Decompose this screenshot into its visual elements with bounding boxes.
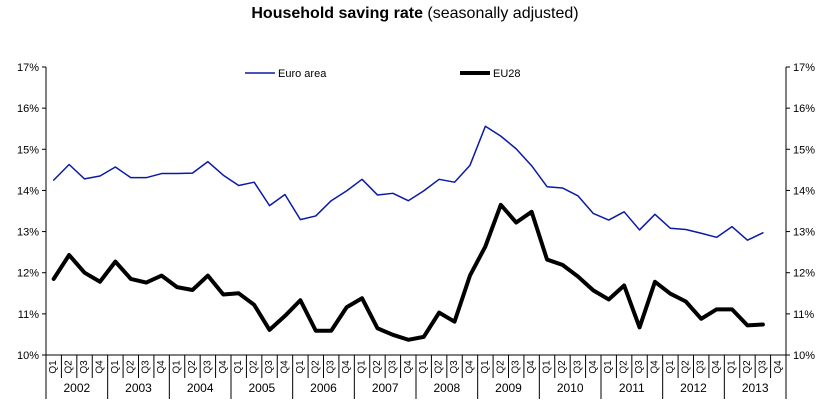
- legend-label-euro-area: Euro area: [278, 68, 327, 80]
- quarter-label: Q1: [48, 360, 59, 374]
- quarter-label: Q2: [495, 360, 506, 374]
- year-label-2012: 2012: [680, 381, 707, 395]
- quarter-label: Q4: [464, 360, 475, 374]
- chart-title: Household saving rate (seasonally adjust…: [251, 5, 578, 22]
- quarter-label: Q4: [773, 360, 784, 374]
- quarter-label: Q4: [403, 360, 414, 374]
- chart-title-bold: Household saving rate: [251, 5, 423, 22]
- quarter-label: Q4: [94, 360, 105, 374]
- year-label-2003: 2003: [125, 381, 152, 395]
- quarter-label: Q3: [387, 360, 398, 374]
- quarter-label: Q2: [372, 360, 383, 374]
- quarter-label: Q1: [110, 360, 121, 374]
- quarter-label: Q3: [511, 360, 522, 374]
- quarter-label: Q1: [172, 360, 183, 374]
- year-label-2009: 2009: [495, 381, 522, 395]
- quarter-label: Q3: [757, 360, 768, 374]
- series-line-euro-area: [52, 125, 764, 241]
- y-tick-label-left: 17%: [17, 62, 39, 74]
- year-label-2007: 2007: [372, 381, 399, 395]
- quarter-label: Q2: [249, 360, 260, 374]
- y-tick-label-left: 15%: [17, 144, 39, 156]
- quarter-label: Q3: [572, 360, 583, 374]
- year-label-2005: 2005: [248, 381, 275, 395]
- y-tick-label-right: 15%: [793, 144, 815, 156]
- y-ticks: 10% 10% 11% 11% 12% 12% 13% 13% 14% 14% 15% 15% 16% 1…: [17, 62, 815, 362]
- quarter-label: Q1: [727, 360, 738, 374]
- year-label-2002: 2002: [63, 381, 90, 395]
- y-tick-label-right: 14%: [793, 185, 815, 197]
- quarter-label: Q1: [233, 360, 244, 374]
- quarter-label: Q3: [449, 360, 460, 374]
- y-tick-label-left: 13%: [17, 227, 39, 239]
- quarter-label: Q4: [279, 360, 290, 374]
- quarter-label: Q2: [125, 360, 136, 374]
- y-tick-label-left: 16%: [17, 103, 39, 115]
- quarter-label: Q1: [357, 360, 368, 374]
- quarter-label: Q4: [711, 360, 722, 374]
- quarter-label: Q4: [526, 360, 537, 374]
- quarter-label: Q1: [603, 360, 614, 374]
- quarter-label: Q2: [680, 360, 691, 374]
- quarter-label: Q2: [310, 360, 321, 374]
- quarter-label: Q3: [141, 360, 152, 374]
- quarter-label: Q3: [696, 360, 707, 374]
- year-label-2008: 2008: [433, 381, 460, 395]
- quarter-label: Q2: [619, 360, 630, 374]
- y-tick-label-left: 12%: [17, 268, 39, 280]
- series-group: [51, 125, 765, 342]
- quarter-label: Q4: [341, 360, 352, 374]
- quarter-label: Q4: [218, 360, 229, 374]
- y-tick-label-right: 16%: [793, 103, 815, 115]
- legend: Euro area EU28: [245, 68, 521, 80]
- quarter-label: Q2: [64, 360, 75, 374]
- x-labels: Q1 Q2 Q3 Q4 Q1 Q2 Q3 Q4 Q1 Q2 Q3 Q4 Q1 Q2 Q3 Q4 Q1 Q2 Q3 Q4…: [45, 355, 787, 399]
- y-tick-label-right: 17%: [793, 62, 815, 74]
- y-tick-label-right: 12%: [793, 268, 815, 280]
- axes: [45, 67, 787, 356]
- quarter-label: Q2: [434, 360, 445, 374]
- y-tick-label-right: 11%: [793, 309, 814, 321]
- quarter-label: Q1: [480, 360, 491, 374]
- quarter-label: Q3: [634, 360, 645, 374]
- year-label-2004: 2004: [187, 381, 214, 395]
- year-label-2011: 2011: [619, 381, 645, 395]
- quarter-label: Q4: [588, 360, 599, 374]
- chart-title-rest: (seasonally adjusted): [423, 5, 579, 22]
- quarter-label: Q3: [326, 360, 337, 374]
- quarter-label: Q1: [295, 360, 306, 374]
- y-tick-label-left: 11%: [18, 309, 39, 321]
- quarter-label: Q2: [187, 360, 198, 374]
- year-label-2013: 2013: [742, 381, 769, 395]
- quarter-label: Q2: [557, 360, 568, 374]
- year-label-2006: 2006: [310, 381, 337, 395]
- quarter-label: Q2: [742, 360, 753, 374]
- y-tick-label-right: 13%: [793, 227, 815, 239]
- series-line-eu28: [51, 202, 765, 342]
- y-tick-label-right: 10%: [793, 350, 815, 362]
- y-tick-label-left: 10%: [17, 350, 39, 362]
- quarter-label: Q1: [418, 360, 429, 374]
- quarter-label: Q3: [202, 360, 213, 374]
- y-tick-label-left: 14%: [17, 185, 39, 197]
- quarter-label: Q4: [649, 360, 660, 374]
- quarter-label: Q1: [542, 360, 553, 374]
- quarter-label: Q3: [264, 360, 275, 374]
- legend-label-eu28: EU28: [493, 68, 521, 80]
- year-label-2010: 2010: [557, 381, 584, 395]
- quarter-label: Q1: [665, 360, 676, 374]
- quarter-label: Q3: [79, 360, 90, 374]
- quarter-label: Q4: [156, 360, 167, 374]
